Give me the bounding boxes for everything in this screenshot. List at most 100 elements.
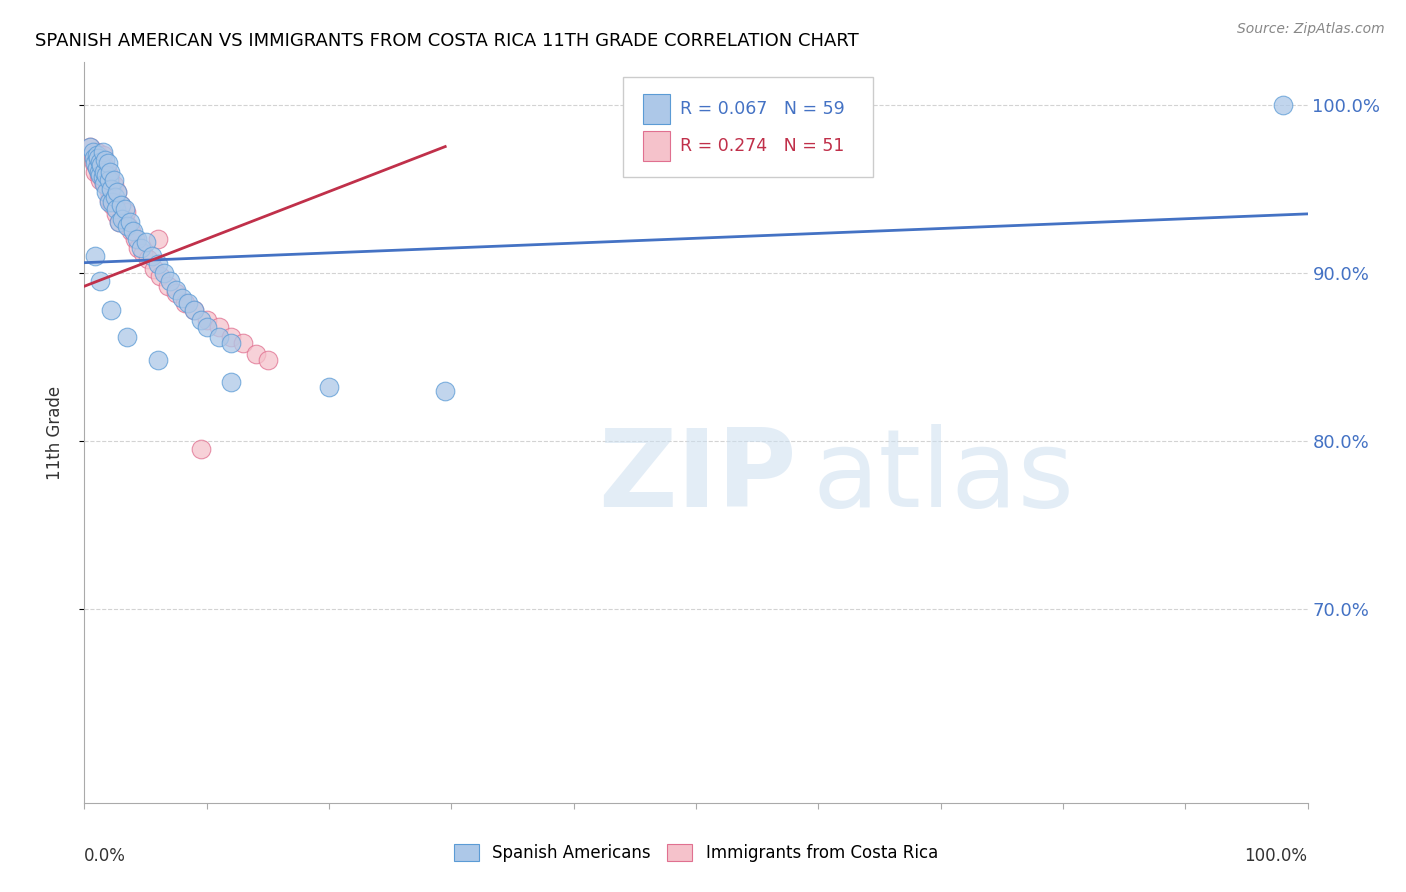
Point [103, 178, 125, 193]
Point [208, 319, 231, 334]
Point [87, 168, 110, 182]
Point [105, 185, 128, 199]
Point [143, 262, 166, 277]
Point [96, 161, 118, 176]
Point [110, 198, 132, 212]
Point [107, 215, 129, 229]
Point [93, 165, 115, 179]
Point [172, 291, 194, 305]
Point [89, 168, 111, 182]
Point [83, 156, 105, 170]
Point [110, 198, 132, 212]
Point [125, 232, 148, 246]
Point [232, 336, 254, 351]
Point [89, 156, 111, 170]
Point [135, 235, 157, 250]
Point [146, 353, 169, 368]
Text: SPANISH AMERICAN VS IMMIGRANTS FROM COSTA RICA 11TH GRADE CORRELATION CHART: SPANISH AMERICAN VS IMMIGRANTS FROM COST… [35, 32, 859, 50]
Point [86, 161, 108, 176]
Point [105, 207, 128, 221]
Text: atlas: atlas [813, 424, 1074, 530]
Point [177, 296, 200, 310]
Point [84, 156, 107, 170]
Point [91, 173, 114, 187]
FancyBboxPatch shape [644, 131, 671, 161]
Point [115, 329, 138, 343]
Point [245, 346, 267, 360]
FancyBboxPatch shape [644, 95, 671, 124]
Point [129, 240, 152, 254]
Point [84, 165, 107, 179]
Point [87, 165, 110, 179]
Point [87, 152, 110, 166]
Point [82, 145, 104, 159]
Point [165, 283, 187, 297]
Point [195, 313, 218, 327]
Point [90, 158, 112, 172]
Point [79, 139, 101, 153]
Point [79, 139, 101, 153]
Point [105, 185, 128, 199]
Point [104, 195, 127, 210]
Point [96, 185, 118, 199]
Point [97, 173, 120, 187]
Point [114, 202, 136, 216]
Point [86, 148, 108, 162]
Point [159, 274, 181, 288]
Point [115, 219, 138, 233]
Point [146, 232, 169, 246]
Point [84, 249, 107, 263]
Point [104, 195, 127, 210]
Point [132, 245, 155, 260]
Point [94, 153, 117, 167]
Point [89, 173, 111, 187]
Point [91, 148, 114, 162]
Point [1272, 97, 1295, 112]
Point [115, 205, 138, 219]
Point [97, 195, 120, 210]
Point [208, 329, 231, 343]
Point [219, 375, 242, 389]
Text: R = 0.067   N = 59: R = 0.067 N = 59 [681, 100, 845, 118]
Text: 100.0%: 100.0% [1244, 847, 1308, 865]
Point [146, 257, 169, 271]
Point [219, 336, 242, 351]
Point [156, 279, 179, 293]
Point [141, 249, 163, 263]
Legend: Spanish Americans, Immigrants from Costa Rica: Spanish Americans, Immigrants from Costa… [447, 837, 945, 869]
Point [124, 232, 146, 246]
Point [89, 274, 111, 288]
Point [107, 215, 129, 229]
Point [100, 302, 122, 317]
Text: ZIP: ZIP [598, 424, 797, 530]
Point [257, 353, 280, 368]
Point [86, 145, 108, 159]
Point [87, 152, 110, 166]
Point [183, 302, 205, 317]
Point [93, 177, 115, 191]
Point [100, 190, 122, 204]
Point [91, 169, 114, 184]
Point [83, 152, 105, 166]
Point [96, 168, 118, 182]
Point [111, 211, 134, 226]
Point [136, 252, 159, 267]
Point [97, 181, 120, 195]
Point [105, 202, 128, 216]
Point [89, 154, 111, 169]
FancyBboxPatch shape [623, 78, 873, 178]
Point [101, 195, 124, 210]
Point [190, 313, 212, 327]
Point [86, 160, 108, 174]
Point [195, 319, 218, 334]
Point [90, 161, 112, 176]
Point [117, 219, 139, 233]
Point [434, 384, 457, 398]
Point [112, 211, 135, 226]
Point [149, 269, 172, 284]
Y-axis label: 11th Grade: 11th Grade [45, 385, 63, 480]
Point [97, 194, 120, 208]
Point [165, 285, 187, 300]
Point [100, 181, 122, 195]
Text: Source: ZipAtlas.com: Source: ZipAtlas.com [1237, 22, 1385, 37]
